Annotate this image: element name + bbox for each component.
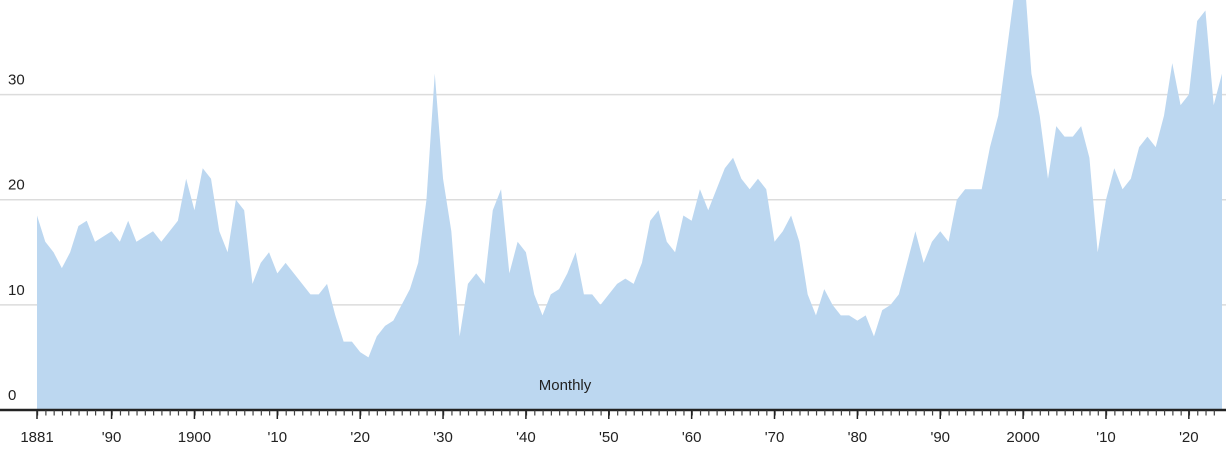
x-tick-label: '60 (682, 429, 702, 446)
x-tick-label: 1900 (178, 429, 211, 446)
area (37, 0, 1222, 410)
x-tick-label: '50 (599, 429, 619, 446)
y-tick-label: 30 (8, 72, 25, 89)
annotation: Monthly (539, 377, 592, 394)
x-tick-label: '90 (930, 429, 950, 446)
axes: 0 10 20 30 1881 '90 1900 '10 '20 '30 '40 '50 '60 '70 '… (0, 72, 1226, 446)
x-tick-label: '30 (433, 429, 453, 446)
x-tick-label: '20 (350, 429, 370, 446)
x-tick-label: '80 (848, 429, 868, 446)
x-tick-label: '90 (102, 429, 122, 446)
x-tick-label: '10 (268, 429, 288, 446)
x-tick-label: 2000 (1006, 429, 1039, 446)
plot-area (37, 0, 1222, 410)
y-tick-label: 0 (8, 387, 16, 404)
x-tick-label: '70 (765, 429, 785, 446)
x-tick-label: 1881 (20, 429, 53, 446)
x-tick-label: '10 (1096, 429, 1116, 446)
x-tick-label: '20 (1179, 429, 1199, 446)
x-tick-label: '40 (516, 429, 536, 446)
y-tick-label: 10 (8, 282, 25, 299)
y-tick-label: 20 (8, 177, 25, 194)
